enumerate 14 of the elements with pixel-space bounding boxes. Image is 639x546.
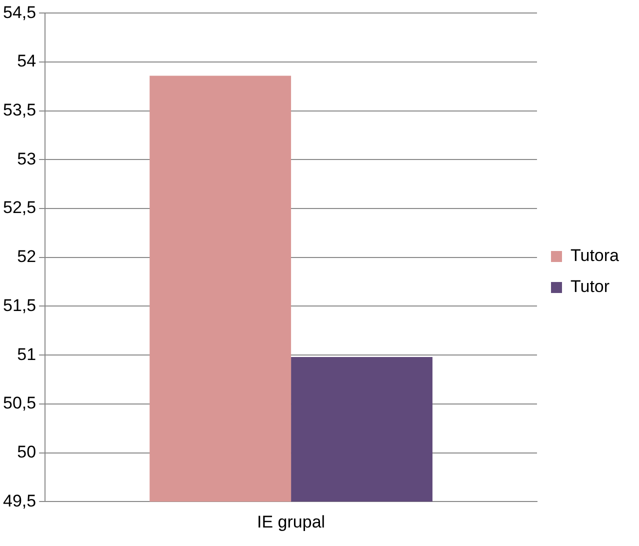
y-tick-label: 52,5 [2, 198, 36, 218]
legend-label: Tutora [570, 246, 620, 266]
y-tick-label: 49,5 [2, 491, 36, 510]
y-tick-label: 53,5 [2, 100, 36, 120]
y-tick-label: 53 [17, 149, 36, 168]
y-tick-label: 50 [17, 442, 36, 462]
y-tick-label: 52 [17, 247, 36, 266]
legend-label: Tutor [570, 277, 610, 296]
y-tick-label: 51 [17, 344, 36, 364]
y-tick-label: 51,5 [2, 296, 36, 315]
y-tick-label: 54 [17, 52, 36, 71]
y-tick-label: 50,5 [2, 394, 36, 413]
y-tick-label: 54,5 [2, 2, 36, 22]
x-tick-label: IE grupal [257, 512, 326, 532]
